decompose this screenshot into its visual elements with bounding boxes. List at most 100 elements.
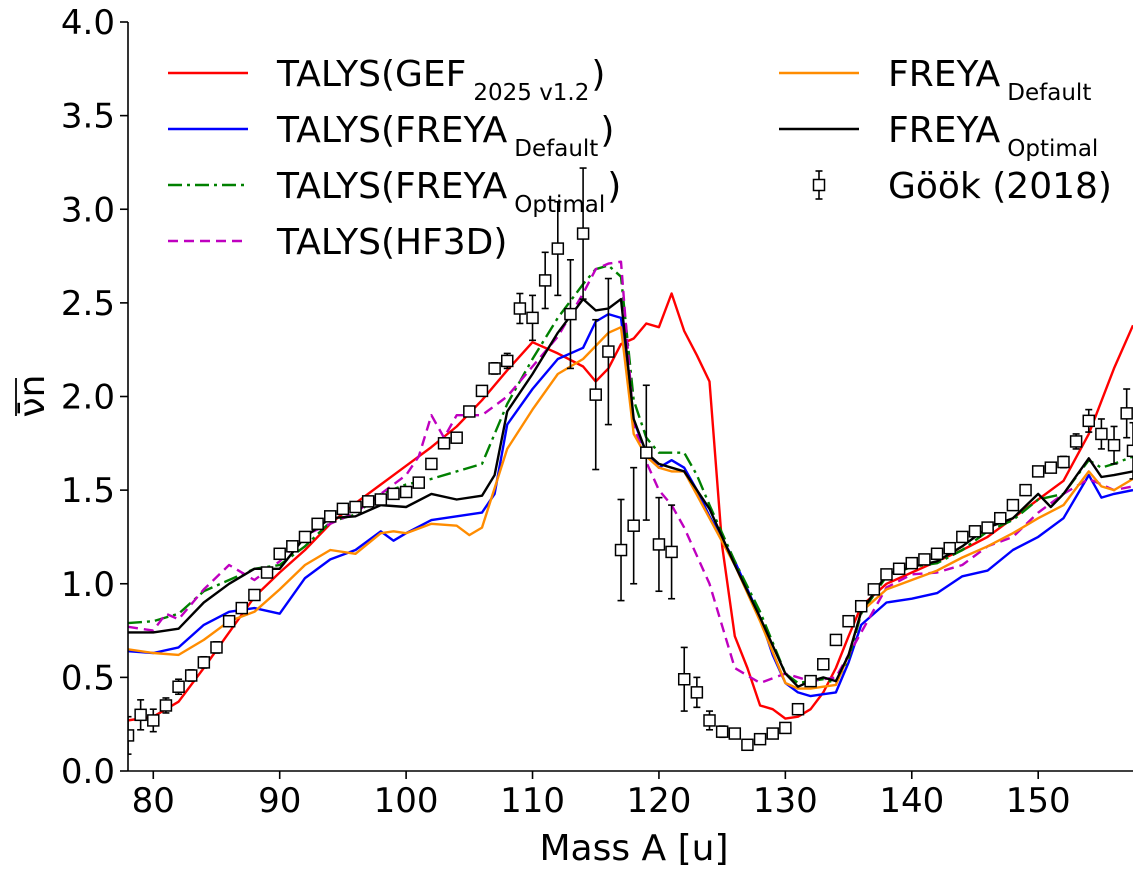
- y-tick-label: 0.0: [61, 752, 115, 792]
- data-point: [235, 601, 249, 615]
- legend-label: FREYA Default: [888, 54, 1091, 106]
- data-point: [248, 588, 261, 602]
- legend-marker: [812, 178, 826, 192]
- x-tick-label: 80: [132, 781, 175, 821]
- legend-label: FREYA Optimal: [888, 110, 1098, 162]
- series-layer: [128, 260, 1133, 722]
- legend-item-4: TALYS(HF3D): [168, 222, 507, 263]
- data-point: [677, 646, 691, 712]
- data-point: [210, 640, 223, 654]
- data-point: [956, 530, 969, 544]
- legend-item-2: TALYS(FREYA Default): [168, 110, 614, 162]
- data-point: [1095, 418, 1108, 450]
- legend-label: TALYS(GEF 2025 v1.2): [276, 54, 605, 106]
- data-point: [134, 699, 147, 731]
- data-point: [665, 504, 678, 600]
- data-point: [513, 292, 527, 325]
- series-line-6: [128, 297, 1133, 688]
- x-tick-label: 100: [374, 781, 439, 821]
- data-point: [172, 678, 185, 696]
- data-point: [1069, 433, 1083, 450]
- legend-label: TALYS(FREYA Optimal): [276, 166, 621, 218]
- data-point: [817, 658, 830, 671]
- x-tick-label: 90: [258, 781, 301, 821]
- data-point: [804, 674, 817, 688]
- data-point: [715, 725, 729, 739]
- data-point: [463, 405, 476, 418]
- data-point: [437, 437, 451, 450]
- data-point: [627, 466, 640, 585]
- y-tick-label: 2.0: [61, 378, 115, 418]
- data-point: [336, 502, 350, 516]
- y-tick-label: 3.5: [61, 97, 115, 137]
- data-point: [475, 384, 489, 398]
- data-point: [854, 599, 868, 613]
- data-point: [1107, 425, 1121, 465]
- data-point: [1120, 388, 1133, 439]
- data-point: [551, 200, 565, 297]
- series-line-3: [128, 264, 1133, 685]
- legend: TALYS(GEF 2025 v1.2)TALYS(FREYA Default)TA…: [168, 54, 1112, 263]
- data-point: [324, 510, 337, 523]
- data-point: [1031, 465, 1045, 478]
- data-point: [349, 500, 362, 514]
- data-point: [791, 702, 805, 716]
- data-point: [1057, 455, 1070, 469]
- y-tick-label: 4.0: [61, 3, 115, 43]
- data-point: [147, 708, 160, 733]
- data-point: [1019, 483, 1032, 497]
- points-layer: [128, 167, 1133, 755]
- y-tick-label: 0.5: [61, 658, 115, 698]
- series-line-4: [128, 260, 1133, 685]
- data-point: [930, 547, 944, 561]
- data-point: [361, 495, 375, 508]
- data-point: [741, 738, 754, 752]
- legend-item-experimental: Göök (2018): [812, 166, 1112, 207]
- data-point: [994, 511, 1007, 525]
- data-point: [298, 530, 312, 544]
- data-point: [918, 553, 931, 566]
- data-point: [1044, 461, 1058, 474]
- data-point: [159, 697, 173, 714]
- data-point: [614, 498, 628, 602]
- data-point: [399, 485, 413, 499]
- x-axis-title: Mass A [u]: [539, 828, 728, 869]
- legend-item-3: TALYS(FREYA Optimal): [168, 166, 621, 218]
- data-point: [564, 259, 577, 370]
- data-point: [905, 556, 919, 570]
- data-point: [500, 352, 514, 370]
- data-point: [703, 710, 716, 731]
- x-tick-label: 150: [1006, 781, 1071, 821]
- data-point: [184, 669, 198, 682]
- data-point: [766, 727, 779, 740]
- legend-item-5: FREYA Default: [779, 54, 1091, 106]
- data-point: [652, 496, 666, 593]
- data-point: [488, 361, 501, 375]
- legend-label: TALYS(FREYA Default): [276, 110, 614, 162]
- data-point: [968, 525, 982, 538]
- y-tick-label: 3.0: [61, 190, 115, 230]
- data-point: [589, 318, 602, 471]
- data-point: [753, 732, 767, 746]
- data-point: [387, 487, 400, 501]
- data-point: [690, 676, 704, 709]
- data-point: [602, 277, 615, 426]
- x-tick-label: 130: [753, 781, 818, 821]
- data-point: [829, 633, 843, 647]
- data-point: [1006, 498, 1020, 512]
- data-point: [867, 583, 881, 596]
- data-point: [1126, 421, 1133, 480]
- data-point: [286, 540, 299, 553]
- data-point: [450, 431, 463, 444]
- data-point: [1082, 408, 1096, 433]
- data-point: [222, 614, 236, 628]
- legend-item-1: TALYS(GEF 2025 v1.2): [168, 54, 605, 106]
- data-point: [842, 614, 855, 628]
- x-tick-label: 140: [879, 781, 944, 821]
- legend-label: TALYS(HF3D): [276, 222, 507, 263]
- y-tick-label: 1.5: [61, 471, 115, 511]
- data-point: [981, 521, 994, 534]
- data-point: [412, 476, 426, 489]
- legend-item-6: FREYA Optimal: [779, 110, 1098, 162]
